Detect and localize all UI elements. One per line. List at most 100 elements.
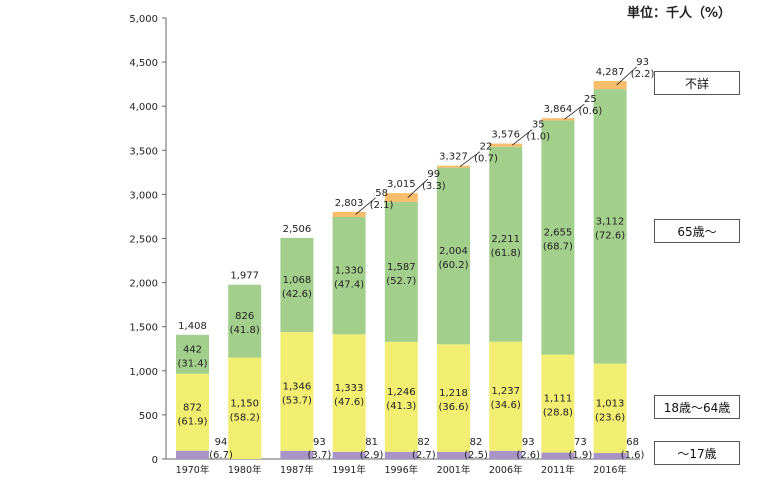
pct-label: (47.4) [334,280,364,291]
bar-segment [489,341,523,451]
value-label: 93 [522,437,535,448]
value-label: 22 [480,142,493,153]
legend-0-to-17: ～17歳 [654,441,740,465]
pct-label: (1.0) [526,132,550,143]
x-tick-label: 2011年 [541,464,575,476]
bar-segment [593,89,627,364]
value-label: 442 [183,344,202,355]
bar-segment [280,450,314,459]
bar-segment [332,334,366,452]
value-label: 1,150 [230,398,259,409]
x-tick-label: 1996年 [384,464,418,476]
value-label: 1,587 [387,262,416,273]
bar-segment [489,450,523,459]
unit-label: 単位：千人（%） [627,6,732,21]
pct-label: (61.9) [177,416,207,427]
pct-label: (42.6) [282,289,312,300]
callout-line [355,197,376,215]
total-label: 3,015 [387,179,416,190]
value-label: 1,246 [387,387,416,398]
value-label: 1,111 [544,394,573,405]
bar-segment [176,334,209,374]
value-label: 82 [470,437,483,448]
value-label: 99 [427,169,440,180]
legend-unknown: 不詳 [654,71,740,95]
pct-label: (2.5) [464,450,488,461]
value-label: 872 [183,402,202,413]
bar-segment [541,120,575,355]
x-tick-label: 1970年 [176,464,210,476]
value-label: 35 [532,120,545,131]
bar-segment [437,167,470,345]
bar-segment [384,341,418,452]
pct-label: (2.1) [370,200,394,211]
pct-label: (36.6) [438,402,468,413]
value-label: 81 [365,437,378,448]
pct-label: (47.6) [334,397,364,408]
value-label: 73 [574,437,587,448]
pct-label: (61.8) [491,248,521,259]
pct-label: (58.2) [230,412,260,423]
y-tick-label: 1,500 [129,323,158,334]
pct-label: (41.8) [230,325,260,336]
callout-line [407,178,429,198]
data-labels: 1970年 1,408 872 (61.9) 442 (31.4) 94 (6.7) 1980年… [176,57,655,476]
callout-line [459,151,481,167]
x-tick-label: 1980年 [228,464,262,476]
pct-label: (68.7) [543,241,573,252]
x-tick-label: 2006年 [489,464,523,476]
y-tick-label: 0 [152,455,158,466]
bar-segment [489,143,523,147]
pct-label: (3.3) [422,181,446,192]
pct-label: (1.6) [621,450,645,461]
value-label: 82 [417,437,430,448]
value-label: 94 [215,437,228,448]
pct-label: (2.6) [516,450,540,461]
legend-18-to-64: 18歳～64歳 [654,395,740,419]
y-tick-label: 500 [139,411,158,422]
y-tick-label: 3,000 [129,190,158,201]
total-label: 3,576 [491,130,520,141]
bar-segment [384,451,418,459]
callout-line [564,103,585,120]
bar-segment [437,451,470,459]
total-label: 2,803 [335,198,364,209]
pct-label: (52.7) [386,276,416,287]
callout-line [511,129,533,146]
pct-label: (3.7) [308,450,332,461]
value-label: 93 [313,437,326,448]
y-tick-label: 2,000 [129,279,158,290]
bar-segment [593,453,627,459]
y-tick-label: 3,500 [129,146,158,157]
pct-label: (23.6) [595,412,625,423]
callout-line [616,66,637,86]
value-label: 1,237 [491,386,520,397]
pct-label: (53.7) [282,395,312,406]
pct-label: (1.9) [569,450,593,461]
legend-65-plus: 65歳～ [654,219,740,243]
value-label: 2,655 [544,227,573,238]
bar-segment [332,216,366,335]
pct-label: (2.9) [360,450,384,461]
pct-label: (6.7) [209,450,233,461]
pct-label: (31.4) [177,358,207,369]
pct-label: (28.8) [543,408,573,419]
value-label: 1,346 [283,381,312,392]
bar-segment [437,344,470,452]
x-tick-label: 1987年 [280,464,314,476]
bar-segment [489,146,523,342]
bar-segment [176,450,209,459]
total-label: 1,408 [178,321,207,332]
bar-segment [228,357,262,459]
pct-label: (72.6) [595,230,625,241]
bars [176,80,627,459]
bar-segment [228,284,262,358]
bar-segment [541,452,575,459]
pct-label: (2.2) [631,69,655,80]
bar-segment [332,451,366,459]
value-label: 58 [375,188,388,199]
value-label: 3,112 [596,216,625,227]
pct-label: (2.7) [412,450,436,461]
x-tick-label: 2016年 [593,464,627,476]
